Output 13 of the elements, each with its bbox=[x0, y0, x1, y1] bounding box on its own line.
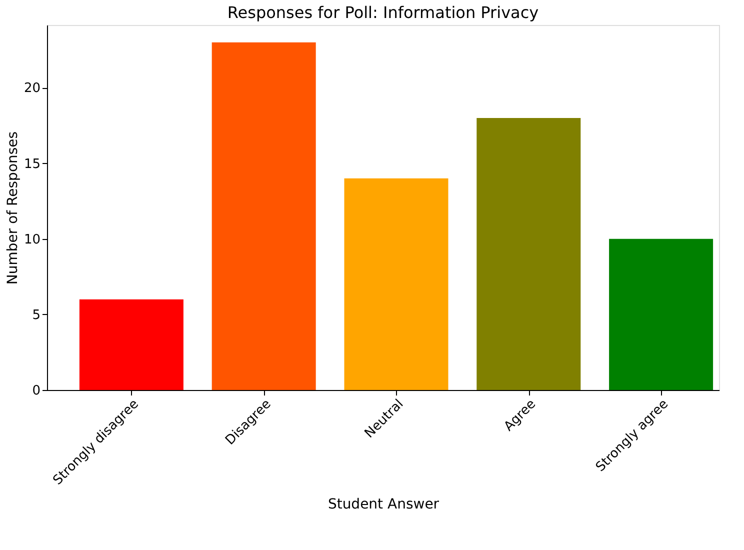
x-axis-title: Student Answer bbox=[328, 496, 440, 512]
y-tick-label: 0 bbox=[32, 384, 40, 398]
y-axis-title: Number of Responses bbox=[4, 131, 21, 285]
bar bbox=[609, 238, 714, 390]
y-tick-label: 15 bbox=[24, 156, 40, 172]
bar bbox=[344, 178, 448, 390]
chart-title: Responses for Poll: Information Privacy bbox=[227, 3, 539, 22]
y-tick-label: 5 bbox=[32, 308, 40, 323]
bar bbox=[476, 118, 581, 390]
bar bbox=[212, 42, 316, 390]
bar bbox=[79, 299, 184, 390]
y-tick-label: 10 bbox=[24, 232, 40, 248]
y-tick-label: 20 bbox=[24, 81, 40, 96]
